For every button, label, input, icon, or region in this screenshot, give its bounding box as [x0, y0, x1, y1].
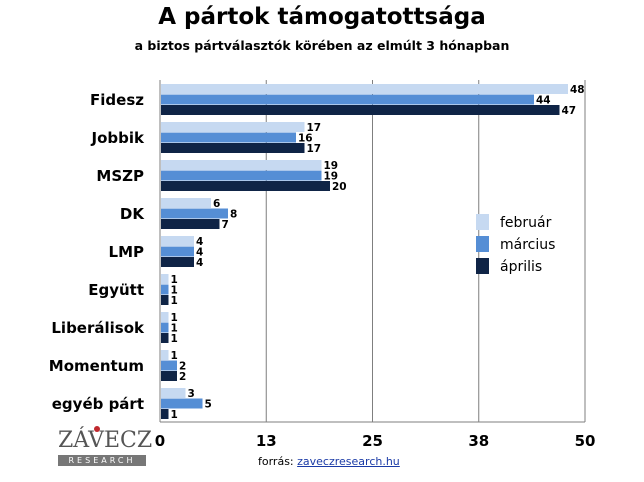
- chart-subtitle: a biztos pártválasztók körében az elmúlt…: [134, 38, 510, 53]
- data-label: 17: [307, 143, 322, 155]
- bar: [161, 388, 186, 398]
- logo-dot-icon: [94, 426, 100, 432]
- bar: [161, 398, 203, 409]
- data-label: 48: [570, 84, 585, 96]
- category-label: egyéb párt: [52, 395, 144, 413]
- legend-label: február: [500, 215, 552, 231]
- data-label: 3: [188, 388, 195, 400]
- bar: [161, 122, 305, 132]
- bar: [161, 160, 322, 170]
- legend-label: április: [500, 259, 542, 275]
- bar: [161, 274, 169, 284]
- legend-swatch: [476, 214, 489, 230]
- bar: [161, 170, 322, 181]
- data-label: 2: [179, 371, 186, 383]
- data-label: 5: [205, 399, 212, 411]
- bar: [161, 371, 177, 381]
- bar: [161, 322, 169, 333]
- category-label: MSZP: [96, 167, 144, 185]
- bar: [161, 360, 177, 371]
- bar: [161, 94, 534, 105]
- logo-wordmark: ZÁVECZ: [58, 428, 153, 453]
- data-label: 1: [171, 350, 178, 362]
- data-label: 44: [536, 95, 551, 107]
- bar: [161, 84, 568, 94]
- bar: [161, 284, 169, 295]
- chart-title: A pártok támogatottsága: [158, 4, 486, 30]
- category-label: Liberálisok: [51, 319, 145, 337]
- bar: [161, 181, 330, 191]
- data-label: 8: [230, 209, 237, 221]
- data-label: 4: [196, 257, 203, 269]
- data-label: 2: [179, 361, 186, 373]
- data-label: 1: [171, 323, 178, 335]
- x-tick-label: 13: [256, 432, 277, 450]
- x-tick-label: 50: [575, 432, 596, 450]
- zavecz-logo: ZÁVECZ RESEARCH: [58, 426, 153, 468]
- bar: [161, 246, 194, 257]
- data-label: 1: [171, 409, 178, 421]
- data-label: 7: [222, 219, 229, 231]
- bar: [161, 257, 194, 267]
- data-label: 17: [307, 122, 322, 134]
- bar: [161, 198, 211, 208]
- legend-label: március: [500, 237, 555, 253]
- data-label: 16: [298, 133, 313, 145]
- data-label: 4: [196, 236, 203, 248]
- bar: [161, 132, 296, 143]
- data-label: 1: [171, 285, 178, 297]
- data-label: 1: [171, 333, 178, 345]
- data-label: 1: [171, 274, 178, 286]
- legend-swatch: [476, 258, 489, 274]
- data-label: 1: [171, 312, 178, 324]
- x-tick-label: 0: [155, 432, 165, 450]
- bar: [161, 105, 560, 115]
- bar: [161, 409, 169, 419]
- bar: [161, 295, 169, 305]
- bar: [161, 208, 228, 219]
- data-label: 4: [196, 247, 203, 259]
- source-note: forrás: zaveczresearch.hu: [258, 455, 400, 468]
- source-label: forrás:: [258, 455, 294, 468]
- logo-tagline: RESEARCH: [58, 455, 146, 466]
- data-label: 20: [332, 181, 347, 193]
- bar: [161, 143, 305, 153]
- bar: [161, 312, 169, 322]
- bar: [161, 236, 194, 246]
- category-label: LMP: [109, 243, 144, 261]
- data-label: 6: [213, 198, 220, 210]
- category-label: Együtt: [88, 281, 144, 299]
- bar: [161, 350, 169, 360]
- x-tick-label: 25: [362, 432, 383, 450]
- category-label: DK: [120, 205, 145, 223]
- data-label: 19: [324, 160, 339, 172]
- source-link[interactable]: zaveczresearch.hu: [297, 455, 400, 468]
- bar: [161, 333, 169, 343]
- x-tick-label: 38: [468, 432, 489, 450]
- category-label: Fidesz: [90, 91, 144, 109]
- legend-swatch: [476, 236, 489, 252]
- category-label: Momentum: [49, 357, 144, 375]
- bar: [161, 219, 220, 229]
- category-label: Jobbik: [91, 129, 146, 147]
- data-label: 1: [171, 295, 178, 307]
- data-label: 19: [324, 171, 339, 183]
- data-label: 47: [562, 105, 577, 117]
